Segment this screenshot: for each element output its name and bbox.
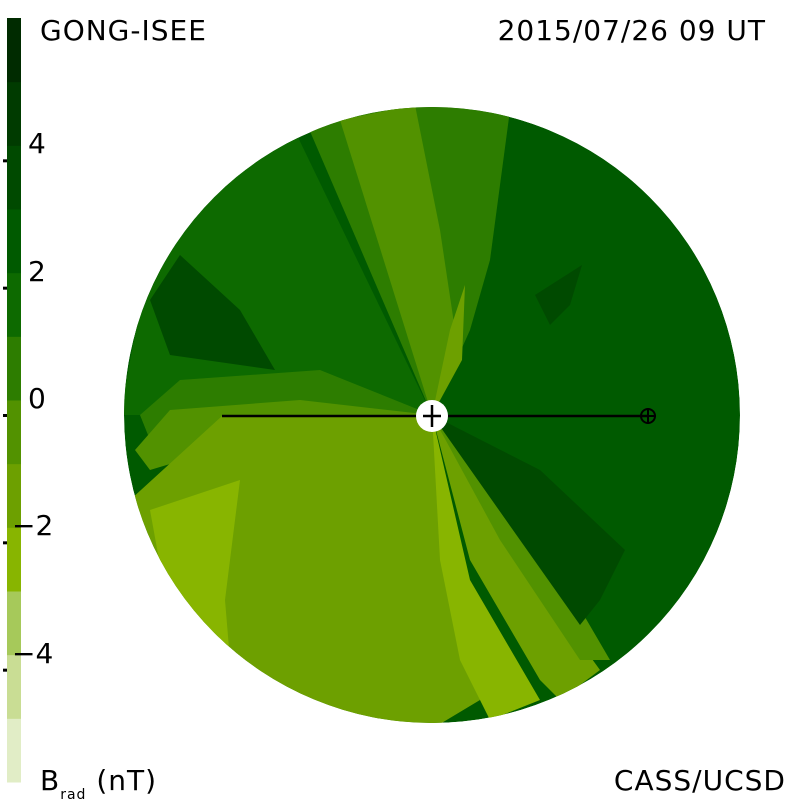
north-spike [432, 285, 465, 415]
sun-marker-icon [416, 400, 448, 432]
colorbar-segment [7, 463, 21, 528]
colorbar-segment [7, 209, 21, 274]
colorbar-segment [7, 18, 21, 83]
colorbar-segment [7, 272, 21, 337]
colorbar-segment [7, 336, 21, 401]
colorbar-tick [3, 286, 7, 290]
lower-right-wedge [432, 415, 625, 625]
colorbar-segment [7, 81, 21, 146]
timestamp-title: 2015/07/26 09 UT [497, 14, 766, 47]
colorbar-tick [3, 668, 7, 672]
colorbar-segment [7, 654, 21, 719]
credit-label: CASS/UCSD [613, 764, 786, 797]
far-lower-left [150, 480, 240, 660]
colorbar-label-main: B [40, 764, 61, 797]
colorbar-segment [7, 400, 21, 465]
colorbar-tick [3, 159, 7, 163]
colorbar-tick-label: 0 [28, 382, 46, 415]
colorbar-label: Brad (nT) [40, 764, 158, 803]
colorbar-tick [3, 414, 7, 417]
source-title: GONG-ISEE [40, 14, 207, 47]
colorbar-tick-label: −2 [12, 509, 54, 543]
colorbar-tick-label: 2 [28, 254, 46, 288]
colorbar-label-sub: rad [60, 786, 87, 803]
colorbar-segment [7, 591, 21, 656]
north-tongue-inner [340, 107, 455, 415]
colorbar-label-unit: (nT) [86, 764, 158, 797]
colorbar-ticks [3, 159, 7, 672]
colorbar-segment [7, 527, 21, 592]
colorbar-tick-label: −4 [12, 636, 54, 670]
colorbar-segment [7, 145, 21, 210]
colorbar-segment [7, 718, 21, 783]
upper-left-lobe [150, 255, 275, 370]
south-tongue [432, 415, 540, 720]
colorbar [7, 18, 21, 783]
colorbar-tick [3, 541, 7, 545]
colorbar-tick-label: 4 [28, 127, 46, 161]
upper-right-patch [535, 265, 582, 325]
earth-marker-icon [640, 408, 656, 424]
